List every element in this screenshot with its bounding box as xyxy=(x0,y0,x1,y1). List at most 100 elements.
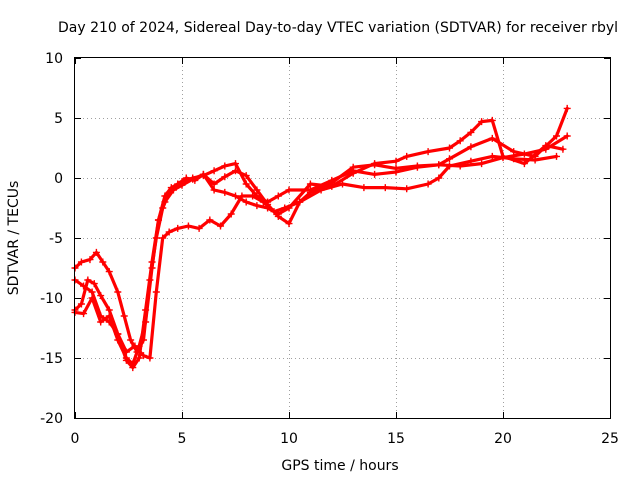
data-point xyxy=(154,216,162,224)
data-point xyxy=(488,116,496,124)
data-point xyxy=(142,318,150,326)
data-point xyxy=(77,300,85,308)
data-point xyxy=(488,134,496,142)
data-point xyxy=(520,160,528,168)
y-tick-label: -5 xyxy=(49,231,63,247)
data-point xyxy=(90,280,98,288)
data-point xyxy=(80,282,88,290)
data-point xyxy=(446,155,453,163)
data-point xyxy=(86,256,94,264)
data-point xyxy=(135,342,143,350)
data-point xyxy=(105,306,113,314)
data-point xyxy=(97,292,105,300)
data-point xyxy=(146,354,154,362)
data-point xyxy=(148,264,156,272)
data-point xyxy=(403,185,411,193)
data-point xyxy=(92,248,100,256)
data-point xyxy=(182,174,190,182)
data-point xyxy=(88,294,96,302)
data-point xyxy=(456,137,464,145)
data-point xyxy=(253,186,261,194)
data-point xyxy=(499,152,507,160)
data-point xyxy=(242,180,250,188)
data-point xyxy=(80,310,88,318)
data-point xyxy=(274,192,282,200)
y-tick-label: 0 xyxy=(54,171,63,187)
data-point xyxy=(317,186,325,194)
data-point xyxy=(97,318,105,326)
y-axis-label: SDTVAR / TECUs xyxy=(6,181,22,296)
series-trace xyxy=(73,154,559,360)
data-point xyxy=(559,145,567,153)
plot-frame xyxy=(74,57,611,419)
axis-ticks: 0 5 10 15 20 25 -20 -15 -10 -5 0 5 10 xyxy=(40,51,619,447)
data-point xyxy=(563,132,571,140)
y-tick-label: -10 xyxy=(40,291,63,307)
data-point xyxy=(259,198,267,206)
grid-lines xyxy=(75,58,610,418)
data-point xyxy=(371,160,379,168)
x-tick-label: 25 xyxy=(601,431,619,447)
data-point xyxy=(221,173,229,181)
data-point xyxy=(328,182,336,190)
data-point xyxy=(221,162,229,170)
data-point xyxy=(122,354,130,362)
data-point xyxy=(114,336,122,344)
data-point xyxy=(446,162,453,170)
data-point xyxy=(563,104,571,112)
data-point xyxy=(242,198,250,206)
data-point xyxy=(161,198,169,206)
data-point xyxy=(285,186,293,194)
data-point xyxy=(210,186,218,194)
data-point xyxy=(371,170,379,178)
data-series xyxy=(71,104,571,372)
data-point xyxy=(435,174,443,182)
data-point xyxy=(221,188,229,196)
data-point xyxy=(242,172,250,180)
data-point xyxy=(129,360,137,368)
data-point xyxy=(169,186,177,194)
data-point xyxy=(99,258,107,266)
data-point xyxy=(413,162,421,170)
y-tick-label: 10 xyxy=(45,51,63,67)
data-point xyxy=(274,210,282,218)
data-point xyxy=(467,128,475,136)
data-point xyxy=(139,352,147,360)
data-point xyxy=(249,192,257,200)
data-point xyxy=(360,184,368,192)
data-point xyxy=(135,354,143,362)
data-point xyxy=(184,222,192,230)
data-point xyxy=(446,144,453,152)
data-point xyxy=(392,164,400,172)
data-point xyxy=(195,224,203,232)
data-point xyxy=(478,118,486,126)
data-point xyxy=(467,143,475,151)
data-point xyxy=(114,288,122,296)
data-point xyxy=(127,336,135,344)
data-point xyxy=(285,220,293,228)
data-point xyxy=(392,157,400,165)
data-point xyxy=(88,288,96,296)
data-point xyxy=(217,222,225,230)
series-track-1 xyxy=(71,132,571,372)
data-point xyxy=(178,181,186,189)
x-tick-label: 0 xyxy=(71,431,80,447)
data-point xyxy=(120,312,128,320)
data-point xyxy=(210,167,218,175)
data-point xyxy=(542,142,550,150)
data-point xyxy=(227,210,235,218)
data-point xyxy=(105,268,113,276)
x-axis-label: GPS time / hours xyxy=(281,458,398,474)
data-point xyxy=(232,160,239,168)
data-point xyxy=(77,258,85,266)
data-point xyxy=(478,160,486,168)
data-point xyxy=(553,152,560,160)
data-point xyxy=(189,175,197,183)
data-point xyxy=(206,216,214,224)
y-tick-label: -15 xyxy=(40,351,63,367)
data-point xyxy=(199,170,207,178)
data-point xyxy=(232,167,239,175)
data-point xyxy=(488,152,496,160)
series-trace xyxy=(73,106,569,354)
data-point xyxy=(349,169,357,177)
